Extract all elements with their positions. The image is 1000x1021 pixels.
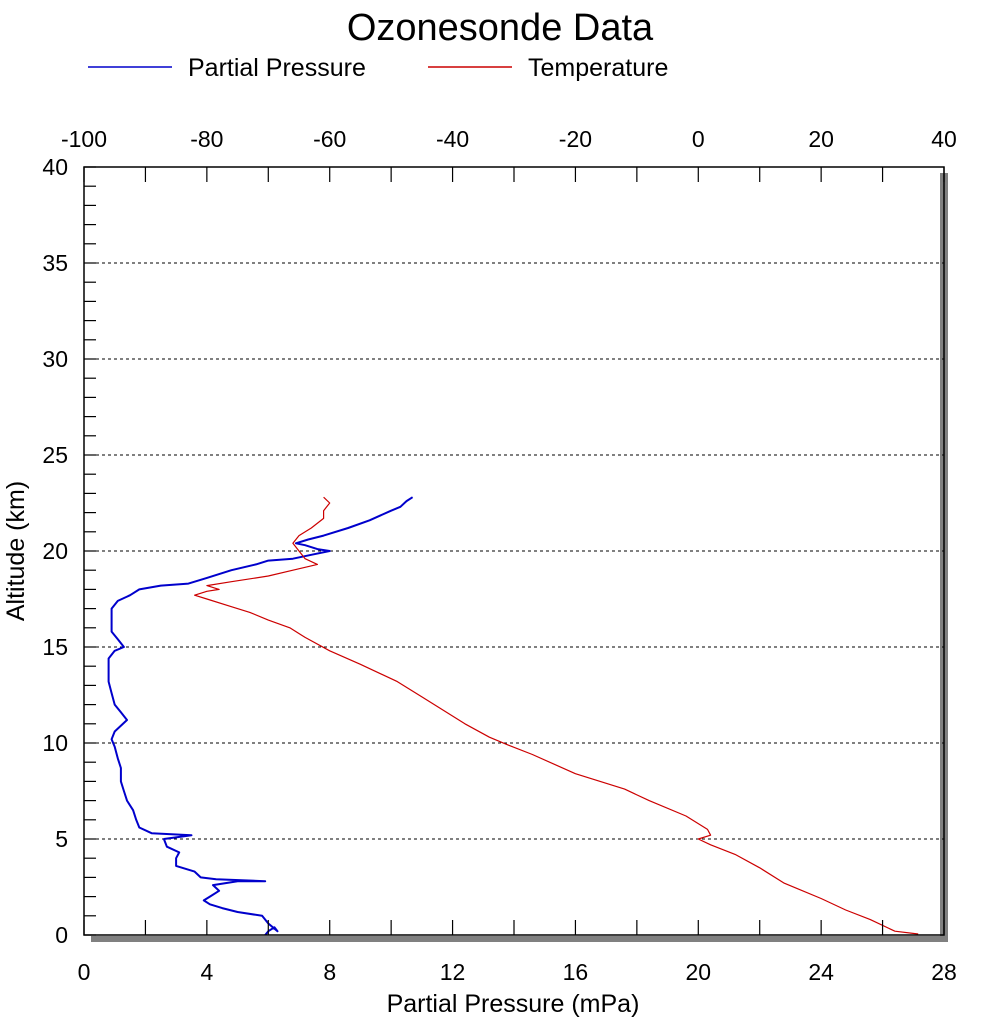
y-axis-label: Altitude (km) [2,481,30,621]
series-line-temperature [194,496,919,935]
x2-tick-label: -20 [559,126,592,152]
y-tick-label: 40 [42,154,68,180]
y-tick-label: 35 [42,250,68,276]
y-tick-label: 10 [42,730,68,756]
x-axis-label: Partial Pressure (mPa) [387,990,640,1018]
legend-label-partial-pressure: Partial Pressure [188,54,366,82]
x-tick-label: 20 [685,959,711,985]
x-tick-label: 0 [78,959,91,985]
y-tick-label: 15 [42,634,68,660]
chart-title: Ozonesonde Data [347,7,654,49]
x-tick-label: 12 [440,959,466,985]
legend-label-temperature: Temperature [528,54,668,82]
x2-tick-label: 0 [692,126,705,152]
axis-ticks [83,166,945,936]
y-tick-label: 5 [55,826,68,852]
x2-tick-label: -60 [313,126,346,152]
x2-tick-label: 40 [931,126,957,152]
y-tick-label: 20 [42,538,68,564]
x2-tick-label: -40 [436,126,469,152]
y-tick-label: 30 [42,346,68,372]
x2-tick-label: -100 [61,126,107,152]
x-tick-label: 4 [200,959,213,985]
x-tick-label: 24 [808,959,834,985]
y-tick-label: 25 [42,442,68,468]
x-tick-label: 28 [931,959,957,985]
x2-tick-label: 20 [808,126,834,152]
x2-tick-label: -80 [190,126,223,152]
series-lines [107,496,919,936]
frame-shadow-bottom [91,936,948,942]
x-tick-label: 16 [563,959,589,985]
gridlines [84,262,944,840]
x-tick-label: 8 [323,959,336,985]
series-line-partial-pressure [107,496,414,936]
legend: Partial Pressure Temperature [88,54,668,82]
y-tick-label: 0 [55,922,68,948]
tick-labels: 0 5 10 15 20 25 30 35 40 0 4 8 12 16 20 24 28 -100 -80 -60 -… [42,126,956,985]
